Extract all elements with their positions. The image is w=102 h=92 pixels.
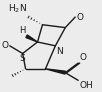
Text: O: O	[76, 13, 83, 22]
Text: O: O	[2, 41, 9, 50]
Polygon shape	[45, 69, 66, 74]
Text: OH: OH	[79, 81, 93, 90]
Text: S: S	[20, 54, 26, 63]
Text: N: N	[56, 47, 63, 56]
Polygon shape	[26, 35, 38, 42]
Text: O: O	[79, 53, 86, 62]
Text: H$_2$N: H$_2$N	[8, 3, 27, 15]
Text: H: H	[19, 26, 26, 35]
